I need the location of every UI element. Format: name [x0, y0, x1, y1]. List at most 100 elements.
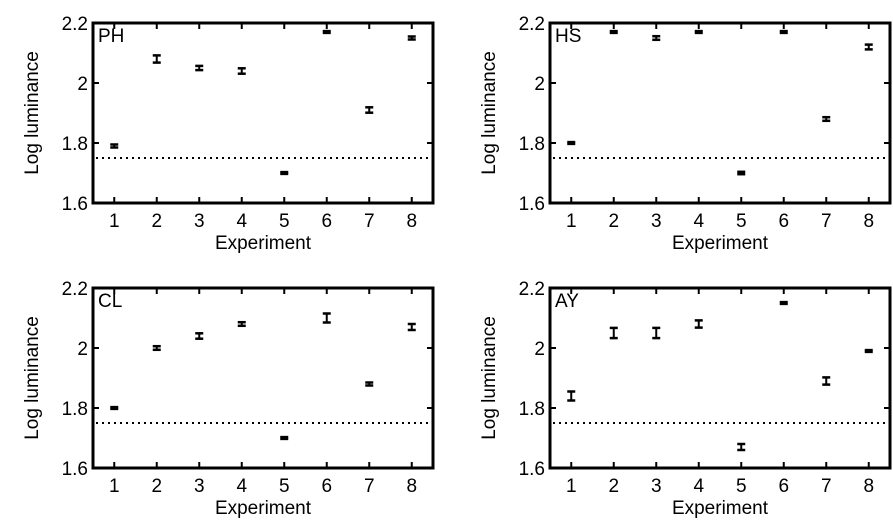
- data-point: [822, 376, 831, 386]
- data-point: [567, 390, 576, 402]
- x-tick-label: 6: [321, 211, 332, 232]
- x-tick-label: 4: [236, 211, 247, 232]
- data-point: [237, 320, 246, 328]
- y-tick-label: 1.6: [62, 459, 88, 480]
- data-point: [652, 34, 661, 42]
- x-tick-label: 1: [566, 211, 577, 232]
- data-point: [322, 312, 331, 324]
- x-tick-label: 2: [151, 476, 162, 497]
- data-point: [864, 43, 873, 51]
- x-axis-title: Experiment: [672, 233, 769, 254]
- data-point: [152, 54, 161, 64]
- plot-frame: [548, 286, 892, 470]
- plot-frame: [91, 21, 435, 205]
- x-tick-label: 7: [821, 476, 832, 497]
- data-point: [652, 326, 661, 340]
- y-axis-title: Log luminance: [479, 51, 500, 175]
- y-axis-title: Log luminance: [479, 316, 500, 440]
- x-tick-label: 5: [279, 211, 290, 232]
- x-tick-label: 3: [194, 211, 205, 232]
- x-tick-label: 2: [608, 211, 619, 232]
- data-point: [779, 300, 788, 306]
- x-axis-title: Experiment: [215, 233, 312, 254]
- data-point: [407, 322, 416, 332]
- y-tick-label: 1.8: [519, 399, 545, 420]
- x-axis-title: Experiment: [215, 498, 312, 519]
- data-point: [152, 344, 161, 352]
- x-tick-label: 8: [863, 476, 874, 497]
- data-point: [567, 140, 576, 146]
- y-tick-label: 1.8: [62, 399, 88, 420]
- y-tick-label: 2.2: [62, 279, 88, 300]
- y-tick-label: 2: [534, 339, 545, 360]
- x-tick-label: 2: [608, 476, 619, 497]
- data-point: [694, 319, 703, 329]
- data-point: [110, 405, 119, 411]
- data-point: [694, 29, 703, 35]
- y-tick-label: 1.8: [519, 134, 545, 155]
- y-tick-label: 2: [534, 74, 545, 95]
- data-point: [864, 348, 873, 354]
- x-tick-label: 4: [693, 476, 704, 497]
- panel-label: HS: [555, 26, 581, 47]
- x-tick-label: 6: [321, 476, 332, 497]
- chart-panel-cl: 1 2 3 4 5 6 7 8 1.6 1.8 2 2.2 Experiment Log luminanc…: [22, 279, 435, 519]
- chart-panel-ay: 1 2 3 4 5 6 7 8 1.6 1.8 2 2.2 Experiment Log luminanc…: [479, 279, 892, 519]
- y-axis-title: Log luminance: [22, 316, 43, 440]
- data-point: [737, 170, 746, 176]
- x-axis-title: Experiment: [672, 498, 769, 519]
- plot-frame: [91, 286, 435, 470]
- x-tick-label: 7: [364, 211, 375, 232]
- x-tick-label: 1: [109, 211, 120, 232]
- y-tick-label: 1.8: [62, 134, 88, 155]
- data-point: [110, 143, 119, 149]
- data-point: [779, 29, 788, 35]
- x-tick-label: 7: [821, 211, 832, 232]
- x-tick-label: 3: [651, 211, 662, 232]
- x-tick-label: 7: [364, 476, 375, 497]
- y-tick-label: 2.2: [62, 14, 88, 35]
- data-point: [280, 170, 289, 176]
- chart-panel-ph: 1 2 3 4 5 6 7 8 1.6 1.8 2 2.2 Experiment Log luminanc…: [22, 14, 435, 254]
- x-tick-label: 5: [736, 211, 747, 232]
- panel-label: PH: [98, 26, 124, 47]
- x-tick-label: 4: [693, 211, 704, 232]
- data-point: [237, 67, 246, 75]
- panel-label: AY: [555, 291, 579, 312]
- data-point: [609, 29, 618, 35]
- x-tick-label: 8: [406, 211, 417, 232]
- y-tick-label: 1.6: [519, 459, 545, 480]
- data-point: [609, 326, 618, 340]
- data-point: [365, 106, 374, 114]
- panel-label: CL: [98, 291, 122, 312]
- x-tick-label: 3: [194, 476, 205, 497]
- x-tick-label: 8: [406, 476, 417, 497]
- x-tick-label: 4: [236, 476, 247, 497]
- y-tick-label: 1.6: [62, 194, 88, 215]
- x-tick-label: 8: [863, 211, 874, 232]
- data-point: [322, 29, 331, 35]
- data-point: [407, 35, 416, 41]
- y-tick-label: 2.2: [519, 279, 545, 300]
- y-axis-title: Log luminance: [22, 51, 43, 175]
- x-tick-label: 6: [778, 476, 789, 497]
- data-point: [195, 64, 204, 72]
- data-point: [365, 381, 374, 387]
- plot-frame: [548, 21, 892, 205]
- y-tick-label: 2: [77, 74, 88, 95]
- x-tick-label: 5: [736, 476, 747, 497]
- x-tick-label: 1: [566, 476, 577, 497]
- x-tick-label: 6: [778, 211, 789, 232]
- data-point: [280, 435, 289, 441]
- data-point: [195, 332, 204, 340]
- x-tick-label: 2: [151, 211, 162, 232]
- chart-panel-hs: 1 2 3 4 5 6 7 8 1.6 1.8 2 2.2 Experiment Log luminanc…: [479, 14, 892, 254]
- y-tick-label: 2.2: [519, 14, 545, 35]
- y-tick-label: 2: [77, 339, 88, 360]
- data-point: [737, 442, 746, 452]
- y-tick-label: 1.6: [519, 194, 545, 215]
- x-tick-label: 1: [109, 476, 120, 497]
- x-tick-label: 5: [279, 476, 290, 497]
- data-point: [822, 115, 831, 123]
